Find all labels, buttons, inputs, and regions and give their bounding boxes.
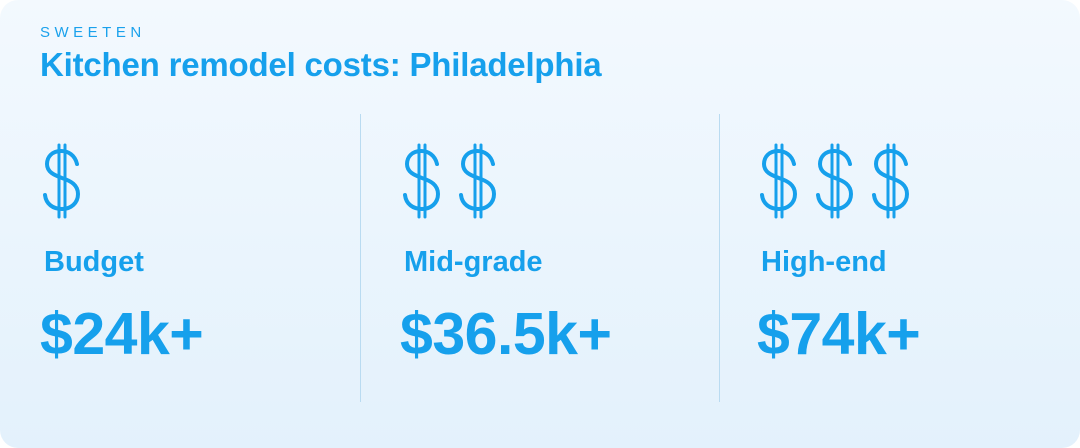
dollar-icons	[400, 142, 512, 232]
page-title: Kitchen remodel costs: Philadelphia	[40, 46, 602, 83]
tier-label: High-end	[761, 246, 887, 278]
tier-label: Budget	[44, 246, 144, 278]
dollar-sign-icon	[760, 143, 798, 219]
tier-mid-grade: Mid-grade $36.5k+	[400, 114, 700, 402]
dollar-sign-icon	[459, 143, 497, 219]
tier-budget: Budget $24k+	[40, 114, 340, 402]
tier-label: Mid-grade	[404, 246, 543, 278]
dollar-sign-icon	[816, 143, 854, 219]
column-divider	[719, 114, 720, 402]
column-divider	[360, 114, 361, 402]
dollar-sign-icon	[43, 143, 81, 219]
dollar-sign-icon	[872, 143, 910, 219]
tier-price: $74k+	[757, 301, 921, 367]
dollar-sign-icon	[403, 143, 441, 219]
dollar-icons	[757, 142, 925, 232]
brand-logo: SWEETEN	[40, 24, 146, 41]
tier-high-end: High-end $74k+	[757, 114, 1057, 402]
dollar-icons	[40, 142, 96, 232]
tier-price: $36.5k+	[400, 301, 612, 367]
tier-price: $24k+	[40, 301, 204, 367]
